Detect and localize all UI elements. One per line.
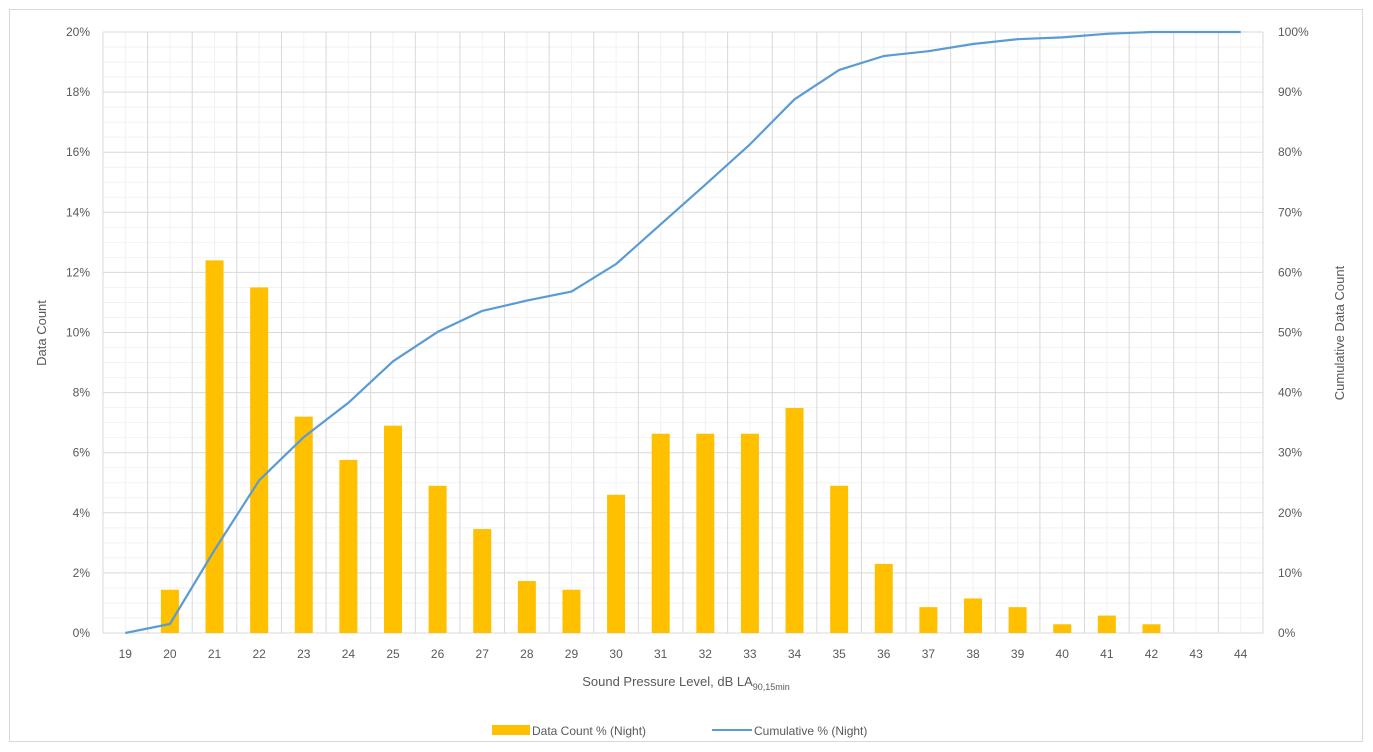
- y2-tick-label: 20%: [1278, 506, 1302, 520]
- x-tick-label: 40: [1056, 647, 1070, 661]
- y-axis-title: Data Count: [34, 300, 49, 366]
- y2-tick-label: 100%: [1278, 25, 1309, 39]
- y2-tick-label: 10%: [1278, 566, 1302, 580]
- y-tick-label: 20%: [66, 25, 90, 39]
- y2-tick-label: 70%: [1278, 205, 1302, 219]
- bar-36: [874, 563, 893, 633]
- bar-20: [160, 589, 179, 633]
- legend: Data Count % (Night) Cumulative % (Night…: [492, 724, 867, 738]
- y-tick-label: 12%: [66, 265, 90, 279]
- bar-22: [250, 287, 269, 633]
- x-tick-label: 30: [609, 647, 623, 661]
- bar-32: [696, 433, 715, 633]
- legend-swatch-bar: [492, 725, 530, 735]
- line-series: [125, 30, 1241, 635]
- legend-label-line: Cumulative % (Night): [754, 724, 867, 738]
- cumulative-line: [125, 30, 1241, 635]
- bar-28: [517, 581, 536, 633]
- y2-tick-label: 90%: [1278, 85, 1302, 99]
- x-tick-label: 38: [966, 647, 980, 661]
- bar-24: [339, 459, 358, 633]
- x-tick-label: 26: [431, 647, 445, 661]
- x-tick-label: 23: [297, 647, 311, 661]
- bar-40: [1053, 624, 1072, 633]
- bar-34: [785, 407, 804, 633]
- y-tick-label: 6%: [73, 446, 91, 460]
- x-tick-label: 22: [252, 647, 266, 661]
- x-tick-label: 21: [208, 647, 222, 661]
- x-tick-label: 43: [1189, 647, 1203, 661]
- bar-29: [562, 589, 581, 633]
- y-tick-label: 10%: [66, 326, 90, 340]
- bar-33: [740, 433, 759, 633]
- y2-tick-label: 50%: [1278, 326, 1302, 340]
- x-tick-label: 24: [342, 647, 356, 661]
- bar-37: [919, 607, 938, 633]
- x-tick-label: 39: [1011, 647, 1025, 661]
- x-axis-ticks: 19 20 21 22 23 24 25 26 27 28 29 30 31 32 33 34 35 36 37 38…: [119, 647, 1248, 661]
- x-tick-label: 20: [163, 647, 177, 661]
- x-tick-label: 34: [788, 647, 802, 661]
- y2-axis-ticks: 0% 10% 20% 30% 40% 50% 60% 70% 80% 90% 100%: [1278, 25, 1309, 640]
- x-tick-label: 27: [476, 647, 490, 661]
- bar-42: [1142, 624, 1161, 633]
- bar-27: [473, 529, 492, 633]
- y2-tick-label: 60%: [1278, 265, 1302, 279]
- x-tick-label: 31: [654, 647, 668, 661]
- y-tick-label: 4%: [73, 506, 91, 520]
- y-tick-label: 16%: [66, 145, 90, 159]
- bar-31: [651, 433, 670, 633]
- y2-tick-label: 30%: [1278, 446, 1302, 460]
- y2-tick-label: 0%: [1278, 626, 1296, 640]
- x-tick-label: 35: [832, 647, 846, 661]
- x-tick-label: 19: [119, 647, 133, 661]
- bar-35: [830, 485, 849, 633]
- x-tick-label: 37: [922, 647, 936, 661]
- x-tick-label: 44: [1234, 647, 1248, 661]
- bar-30: [607, 494, 626, 633]
- bar-series: [160, 260, 1161, 633]
- y2-axis-title: Cumulative Data Count: [1332, 265, 1347, 400]
- y-tick-label: 18%: [66, 85, 90, 99]
- x-tick-label: 36: [877, 647, 891, 661]
- x-tick-label: 32: [699, 647, 713, 661]
- x-tick-label: 42: [1145, 647, 1159, 661]
- y2-tick-label: 40%: [1278, 386, 1302, 400]
- x-axis-title-main: Sound Pressure Level, dB LA: [582, 674, 753, 689]
- y-tick-label: 8%: [73, 386, 91, 400]
- y2-tick-label: 80%: [1278, 145, 1302, 159]
- bar-41: [1097, 615, 1116, 633]
- bar-21: [205, 260, 224, 633]
- bar-23: [294, 416, 313, 633]
- bar-25: [384, 425, 402, 633]
- y-tick-label: 2%: [73, 566, 91, 580]
- x-axis-title-subscript: 90,15min: [753, 682, 790, 692]
- y-tick-label: 0%: [73, 626, 91, 640]
- y-axis-ticks: 0% 2% 4% 6% 8% 10% 12% 14% 16% 18% 20%: [66, 25, 90, 640]
- legend-label-bar: Data Count % (Night): [532, 724, 646, 738]
- y-tick-label: 14%: [66, 205, 90, 219]
- x-tick-label: 41: [1100, 647, 1114, 661]
- bar-39: [1008, 607, 1027, 633]
- bar-26: [428, 485, 447, 633]
- x-tick-label: 25: [386, 647, 400, 661]
- bar-38: [964, 598, 982, 633]
- x-tick-label: 33: [743, 647, 757, 661]
- x-axis-title: Sound Pressure Level, dB LA90,15min: [582, 674, 790, 692]
- x-tick-label: 29: [565, 647, 579, 661]
- x-tick-label: 28: [520, 647, 534, 661]
- chart-area: [9, 9, 1363, 742]
